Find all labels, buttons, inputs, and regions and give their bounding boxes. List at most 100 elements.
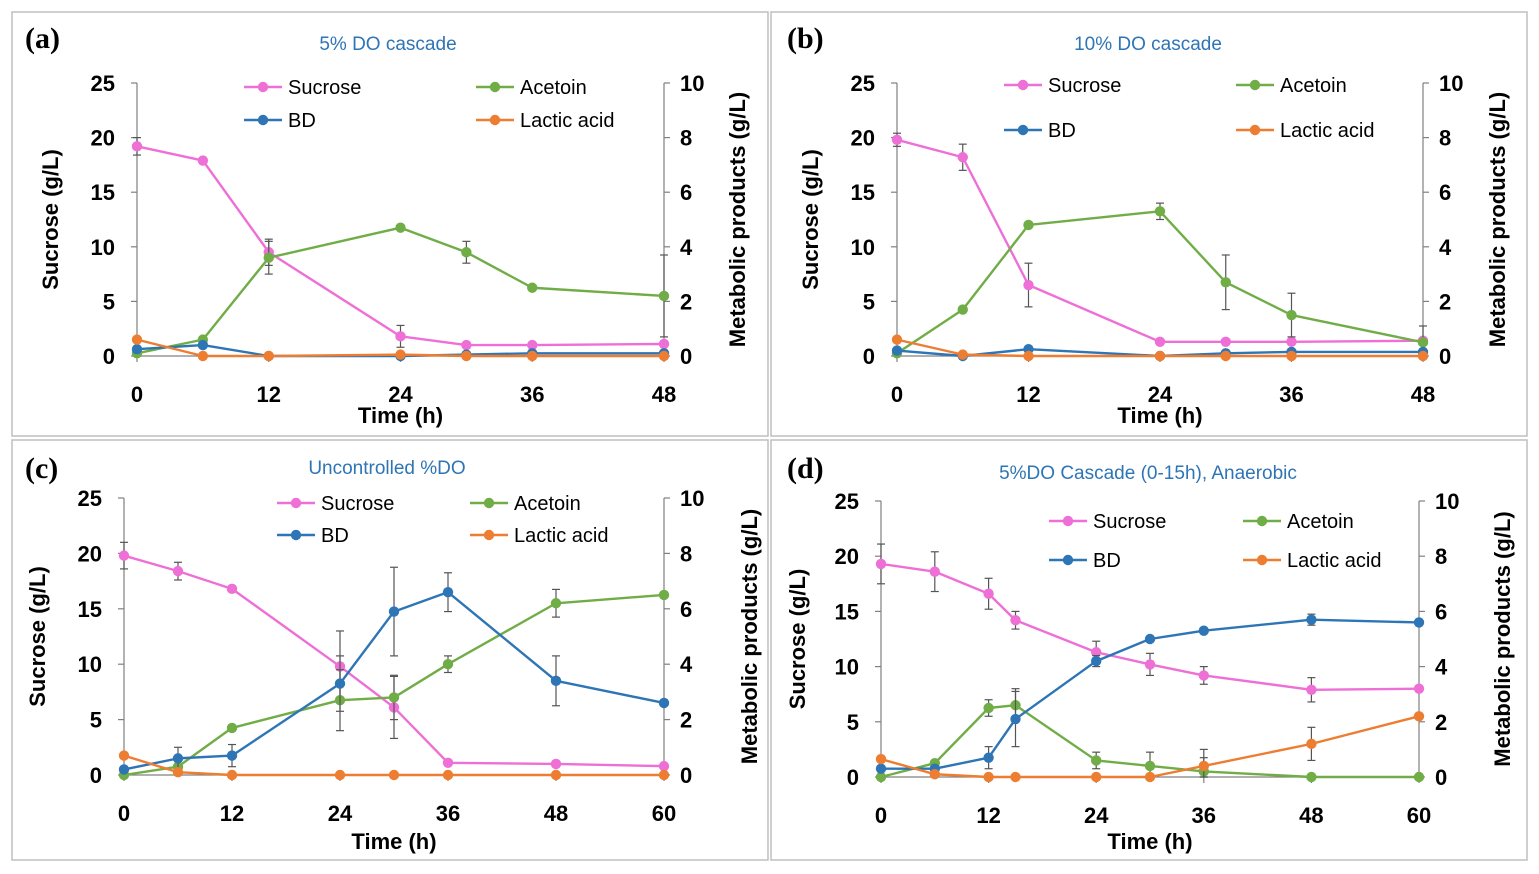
data-point: [658, 350, 670, 362]
data-point: [1091, 771, 1102, 783]
legend: Sucrose Acetoin BD Lactic acid: [244, 77, 615, 132]
data-point: [395, 349, 406, 360]
panel-frame: [770, 11, 1528, 437]
y2-tick-label: 4: [1435, 655, 1448, 680]
y-tick-label: 20: [835, 544, 859, 569]
data-point: [118, 750, 130, 761]
data-point: [388, 606, 400, 617]
series-acetoin: [131, 222, 670, 359]
legend-item-lactic-acid: Lactic acid: [476, 110, 615, 132]
data-point: [388, 692, 400, 703]
data-point: [1413, 711, 1425, 722]
data-point: [1286, 350, 1297, 362]
legend-item-acetoin: Acetoin: [1243, 511, 1354, 533]
data-point: [983, 752, 994, 763]
legend-item-sucrose: Sucrose: [277, 493, 394, 515]
data-point: [658, 760, 670, 772]
y2-tick-label: 4: [680, 652, 693, 677]
data-point: [658, 697, 670, 709]
data-point: [1198, 670, 1210, 681]
y-tick-label: 10: [78, 652, 102, 677]
y-tick-label: 15: [835, 599, 859, 624]
data-point: [550, 758, 562, 770]
y-axis-title: Sucrose (g/L): [785, 569, 810, 710]
data-point: [1091, 647, 1102, 658]
panel-letter: (c): [25, 452, 58, 485]
data-point: [875, 763, 887, 774]
data-point: [1306, 771, 1317, 783]
y2-tick-label: 6: [1435, 599, 1447, 624]
y2-tick-label: 10: [1435, 489, 1459, 514]
panel-frame: [11, 11, 769, 437]
x-tick-label: 24: [1084, 803, 1109, 828]
data-point: [226, 750, 238, 761]
panel-frame: [11, 439, 769, 861]
x-tick-label: 48: [544, 801, 568, 826]
legend-marker: [489, 81, 501, 93]
legend-item-bd: BD: [244, 110, 316, 132]
data-point: [983, 771, 994, 783]
data-point: [875, 753, 887, 765]
y2-tick-label: 4: [1439, 235, 1452, 260]
y-tick-label: 10: [91, 235, 115, 260]
legend-label: Acetoin: [1287, 511, 1354, 533]
data-point: [1198, 625, 1210, 636]
data-point: [1154, 336, 1166, 348]
series-sucrose: [131, 137, 670, 351]
x-axis-title: Time (h): [351, 829, 436, 854]
x-tick-label: 24: [1148, 382, 1173, 407]
data-point: [550, 675, 562, 687]
legend-marker: [483, 497, 495, 509]
data-point: [334, 678, 346, 689]
data-point: [527, 339, 538, 351]
data-point: [442, 757, 454, 769]
data-point: [1417, 350, 1429, 362]
data-point: [395, 222, 406, 233]
data-point: [226, 722, 238, 734]
y-tick-label: 25: [835, 489, 859, 514]
x-tick-label: 12: [976, 803, 1000, 828]
legend-item-acetoin: Acetoin: [476, 77, 587, 99]
data-point: [983, 588, 994, 599]
y-tick-label: 10: [851, 235, 875, 260]
legend-label: Acetoin: [520, 77, 587, 99]
data-point: [658, 769, 670, 781]
data-point: [1144, 659, 1156, 670]
legend-item-sucrose: Sucrose: [1049, 511, 1166, 533]
y2-tick-label: 4: [680, 235, 693, 260]
data-point: [1154, 350, 1166, 362]
y2-axis-title: Metabolic products (g/L): [737, 509, 762, 764]
data-point: [875, 558, 887, 570]
x-tick-label: 60: [1407, 803, 1431, 828]
data-point: [226, 583, 238, 595]
legend-label: Acetoin: [514, 493, 581, 515]
series-lactic-acid: [118, 750, 670, 781]
legend-marker: [1256, 554, 1268, 566]
y2-tick-label: 0: [680, 763, 692, 788]
x-tick-label: 48: [1411, 382, 1435, 407]
data-point: [875, 771, 887, 783]
data-point: [957, 152, 968, 163]
y-axis-title: Sucrose (g/L): [798, 149, 823, 290]
data-point: [1010, 713, 1021, 725]
data-point: [527, 282, 538, 293]
y2-tick-label: 8: [680, 541, 692, 566]
data-point: [1023, 350, 1034, 362]
y2-tick-label: 6: [680, 597, 692, 622]
legend-item-lactic-acid: Lactic acid: [470, 525, 609, 547]
legend-label: Lactic acid: [520, 110, 615, 132]
data-point: [197, 155, 209, 166]
data-point: [1417, 337, 1429, 348]
legend-marker: [257, 114, 269, 126]
data-point: [1413, 771, 1425, 783]
data-point: [891, 134, 903, 145]
legend-marker: [1256, 515, 1268, 527]
x-tick-label: 12: [1016, 382, 1040, 407]
y-tick-label: 0: [847, 765, 859, 790]
y2-tick-label: 8: [680, 126, 692, 151]
data-point: [172, 767, 184, 778]
data-point: [334, 769, 346, 781]
data-point: [1306, 614, 1317, 625]
